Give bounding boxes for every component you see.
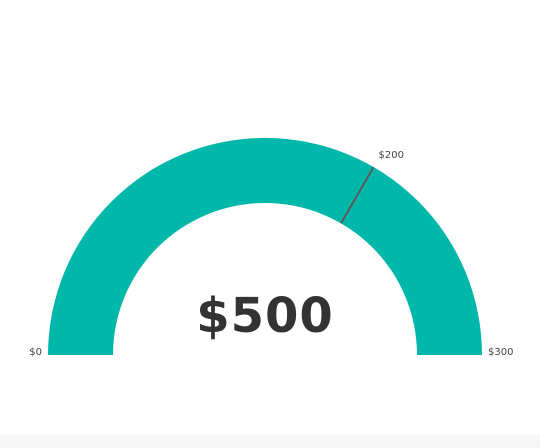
gauge-band (47, 137, 482, 355)
max-label: $300 (488, 347, 513, 358)
gauge-value: $500 (196, 288, 334, 344)
min-label: $0 (29, 347, 42, 358)
target-marker (340, 166, 375, 224)
footer-strip (0, 435, 540, 448)
target-label: $200 (379, 150, 404, 161)
